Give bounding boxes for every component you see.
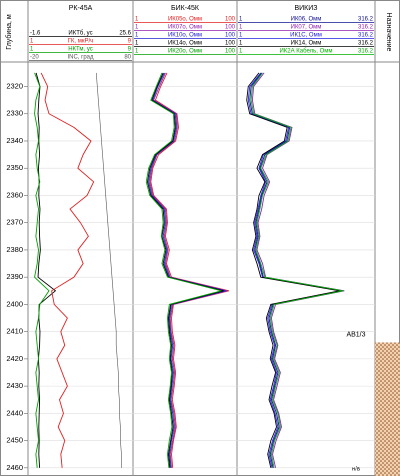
scale-max: 100: [225, 25, 236, 31]
scale-min: 1: [239, 17, 243, 23]
log-curve: [246, 72, 340, 468]
scale-max: 100: [225, 41, 236, 47]
scale-min: 1: [135, 25, 139, 31]
depth-tick-label: 2400: [6, 299, 23, 308]
scale-min: 1: [239, 49, 243, 55]
log-curve: [247, 72, 341, 468]
scale-max: 9: [128, 39, 132, 45]
legend-entry: ИК05о, Омм: [168, 17, 202, 23]
scale-max: 316.2: [358, 49, 374, 55]
log-curve: [34, 72, 50, 468]
scale-min: 1: [30, 47, 34, 53]
log-curve: [149, 72, 228, 468]
scale-max: 25.6: [119, 31, 131, 37]
depth-tick-label: 2440: [6, 408, 23, 417]
legend-entry: ИК07о, Омм: [168, 25, 202, 31]
scale-min: 1: [239, 25, 243, 31]
scale-min: 1: [239, 33, 243, 39]
track-title: РК-45А: [69, 5, 93, 12]
legend-entry: ИК1С, Омм: [290, 33, 322, 39]
depth-tick-label: 2350: [6, 163, 23, 172]
scale-min: 1: [135, 49, 139, 55]
depth-tick-label: 2320: [6, 81, 23, 90]
depth-tick-label: 2430: [6, 381, 23, 390]
depth-tick-label: 2420: [6, 354, 23, 363]
scale-max: 316.2: [358, 33, 374, 39]
remarks-header: Назначение: [385, 13, 392, 52]
legend-entry: ИК14о, Омм: [168, 41, 202, 47]
scale-min: 1: [135, 33, 139, 39]
scale-max: 316.2: [358, 17, 374, 23]
scale-max: 80: [124, 55, 131, 61]
log-curve: [249, 72, 343, 468]
scale-min: 1: [135, 41, 139, 47]
depth-tick-label: 2460: [6, 463, 23, 472]
scale-max: 100: [225, 33, 236, 39]
interval: [375, 342, 400, 476]
log-curve: [251, 72, 345, 468]
legend-entry: ИК2А Кабель, Омм: [279, 49, 332, 55]
log-curve: [95, 72, 122, 468]
log-curve: [150, 72, 230, 468]
log-curve: [250, 72, 344, 468]
depth-tick-label: 2390: [6, 272, 23, 281]
log-curve: [147, 72, 224, 468]
depth-tick-label: 2410: [6, 327, 23, 336]
interval-label: АВ1/3: [346, 331, 365, 338]
log-curve: [35, 72, 57, 468]
scale-max: 100: [225, 17, 236, 23]
legend-entry: ИК14, Омм: [291, 41, 322, 47]
scale-min: -20: [30, 55, 39, 61]
scale-min: -1.6: [30, 31, 41, 37]
track-title: БИК-45К: [171, 5, 200, 12]
log-curve: [148, 72, 226, 468]
legend-entry: НКТм, ус: [68, 47, 93, 53]
scale-max: 316.2: [358, 41, 374, 47]
scale-max: 316.2: [358, 25, 374, 31]
depth-tick-label: 2370: [6, 218, 23, 227]
track-title: ВИКИЗ: [294, 5, 317, 12]
legend-entry: ИК10о, Омм: [168, 33, 202, 39]
scale-max: 100: [225, 49, 236, 55]
depth-tick-label: 2360: [6, 190, 23, 199]
scale-min: 1: [239, 41, 243, 47]
scale-max: 9: [128, 47, 132, 53]
scale-min: 1: [135, 17, 139, 23]
depth-tick-label: 2330: [6, 109, 23, 118]
footer: н/в: [352, 467, 360, 473]
log-curve: [145, 72, 222, 468]
scale-min: 1: [30, 39, 34, 45]
legend-entry: ГК, мкР/ч: [68, 39, 94, 45]
legend-entry: ИК07, Омм: [291, 25, 322, 31]
legend-entry: ИК06, Омм: [291, 17, 322, 23]
log-curve: [40, 72, 95, 468]
legend-entry: ИКТб, ус: [68, 31, 92, 37]
legend-entry: INC, град: [67, 55, 94, 61]
legend-entry: ИК20о, Омм: [168, 49, 202, 55]
depth-label: Глубина, м: [5, 14, 13, 50]
depth-tick-label: 2340: [6, 136, 23, 145]
depth-tick-label: 2450: [6, 436, 23, 445]
depth-tick-label: 2380: [6, 245, 23, 254]
